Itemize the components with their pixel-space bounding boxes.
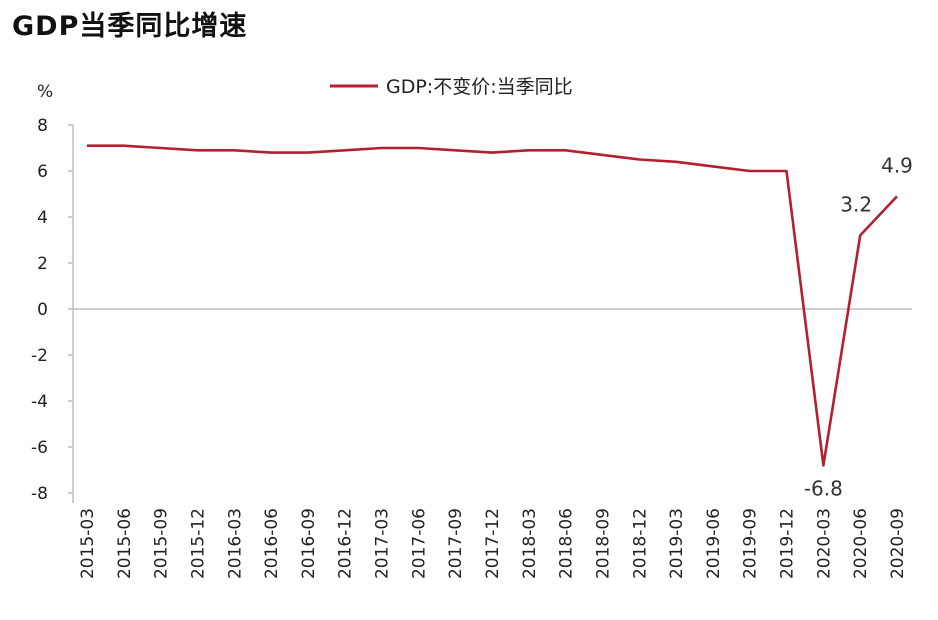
x-tick-label: 2016-03: [225, 508, 245, 579]
x-tick-label: 2017-09: [446, 508, 466, 579]
data-labels: -6.8 3.2 4.9: [804, 153, 913, 500]
series-line-gdp: [87, 144, 898, 467]
x-tick-label: 2018-03: [520, 508, 540, 579]
y-tick-label: 4: [37, 208, 48, 228]
x-tick-label: 2017-03: [373, 508, 393, 579]
y-axis-ticks: 8 6 4 2 0 -2 -4 -6 -8: [31, 116, 73, 504]
y-tick-label: -4: [31, 392, 48, 412]
x-tick-label: 2020-06: [851, 508, 871, 579]
x-tick-label: 2019-12: [778, 508, 798, 579]
y-tick-label: 0: [37, 300, 48, 320]
x-tick-label: 2015-09: [152, 508, 172, 579]
x-tick-label: 2020-03: [814, 508, 834, 579]
series-group: [87, 144, 898, 467]
data-label: 3.2: [840, 192, 872, 216]
x-tick-label: 2016-09: [299, 508, 319, 579]
y-tick-label: -8: [31, 484, 48, 504]
y-tick-label: -2: [31, 346, 48, 366]
x-tick-label: 2016-06: [262, 508, 282, 579]
y-tick-label: -6: [31, 438, 48, 458]
chart-title: GDP当季同比增速: [12, 11, 248, 42]
data-label: -6.8: [804, 476, 843, 500]
legend-label: GDP:不变价:当季同比: [386, 76, 573, 98]
x-tick-label: 2015-03: [78, 508, 98, 579]
x-axis-ticks: 2015-03 2015-06 2015-09 2015-12 2016-03 2016-…: [78, 508, 908, 579]
x-tick-label: 2016-12: [336, 508, 356, 579]
x-tick-label: 2018-09: [593, 508, 613, 579]
x-tick-label: 2015-06: [115, 508, 135, 579]
x-tick-label: 2019-06: [704, 508, 724, 579]
y-tick-label: 8: [37, 116, 48, 136]
x-tick-label: 2020-09: [888, 508, 908, 579]
x-tick-label: 2018-12: [630, 508, 650, 579]
x-tick-label: 2017-12: [483, 508, 503, 579]
axes: [72, 125, 912, 503]
x-tick-label: 2019-09: [741, 508, 761, 579]
y-unit-label: %: [37, 82, 53, 102]
legend: GDP:不变价:当季同比: [330, 76, 573, 98]
data-label: 4.9: [881, 153, 913, 177]
x-tick-label: 2018-06: [557, 508, 577, 579]
y-tick-label: 6: [37, 162, 48, 182]
x-tick-label: 2017-06: [409, 508, 429, 579]
y-tick-label: 2: [37, 254, 48, 274]
x-tick-label: 2015-12: [188, 508, 208, 579]
x-tick-label: 2019-03: [667, 508, 687, 579]
